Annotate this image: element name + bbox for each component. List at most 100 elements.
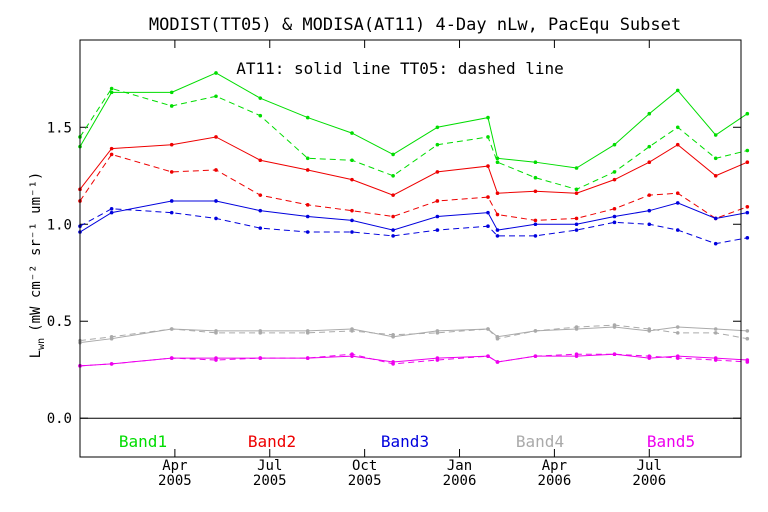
series-band3-dashed-point bbox=[391, 234, 395, 238]
series-band3-solid-point bbox=[214, 199, 218, 203]
series-band2-solid-point bbox=[169, 142, 174, 147]
series-band5-solid-point bbox=[169, 356, 174, 360]
series-band1-solid-point bbox=[713, 133, 718, 137]
series-band1-solid-point bbox=[745, 111, 750, 116]
series-band2-dashed-point bbox=[612, 206, 617, 211]
series-band2-solid-point bbox=[745, 160, 750, 164]
series-band1-dashed-point bbox=[109, 86, 114, 91]
x-tick-month: Jan bbox=[447, 458, 472, 474]
series-band3-solid-point bbox=[169, 199, 174, 203]
series-band4-solid-point bbox=[305, 329, 310, 333]
series-band3-solid-point bbox=[486, 210, 490, 215]
series-band1-dashed-point bbox=[169, 104, 174, 108]
x-tick-month: Apr bbox=[542, 458, 567, 474]
series-band3-dashed-point bbox=[169, 210, 174, 215]
legend-band1: Band1 bbox=[119, 432, 167, 451]
series-band2-dashed-point bbox=[109, 152, 114, 157]
series-band3-dashed-point bbox=[258, 226, 263, 230]
series-band3-solid-point bbox=[109, 210, 114, 215]
series-band5-solid-point bbox=[486, 354, 490, 358]
series-band1-dashed-point bbox=[258, 113, 263, 118]
series-band4-solid-point bbox=[574, 327, 579, 331]
series-band3-solid-point bbox=[647, 208, 652, 213]
series-band3-dashed-point bbox=[109, 206, 114, 211]
x-tick-month: Oct bbox=[352, 458, 377, 474]
series-band3-dashed-point bbox=[612, 220, 617, 225]
series-band4-dashed-point bbox=[713, 331, 718, 335]
series-band5-solid-point bbox=[391, 360, 395, 364]
series-band2-solid-point bbox=[612, 177, 617, 182]
series-band4-solid-point bbox=[533, 329, 538, 333]
series-band2-solid-point bbox=[574, 191, 579, 196]
series-band4-solid-point bbox=[214, 329, 218, 333]
x-tick-year: 2006 bbox=[632, 473, 666, 489]
y-axis-label-units: (mW cm⁻² sr⁻¹ um⁻¹) bbox=[28, 172, 44, 332]
series-band1-dashed-point bbox=[533, 175, 538, 180]
series-band1-solid-point bbox=[258, 96, 263, 100]
series-band2-dashed-point bbox=[305, 203, 310, 207]
series-band2-solid-point bbox=[305, 168, 310, 172]
chart-annotation: AT11: solid line TT05: dashed line bbox=[236, 59, 564, 78]
series-band1-solid-point bbox=[495, 156, 500, 161]
series-band1-dashed-point bbox=[713, 156, 718, 161]
series-band1-solid-point bbox=[169, 90, 174, 95]
series-band1-dashed-point bbox=[574, 187, 579, 192]
x-tick-year: 2005 bbox=[348, 473, 382, 489]
series-band3-dashed-point bbox=[745, 236, 750, 240]
series-band2-dashed-point bbox=[214, 168, 218, 172]
x-tick-month: Jul bbox=[637, 458, 662, 474]
series-band3-dashed-point bbox=[350, 230, 354, 234]
series-band4-solid-point bbox=[350, 327, 354, 331]
series-band2-solid-point bbox=[391, 193, 395, 197]
series-band2-dashed-point bbox=[350, 208, 354, 213]
legend-band5: Band5 bbox=[647, 432, 695, 451]
series-band1-dashed-point bbox=[435, 142, 440, 147]
series-band1-solid-point bbox=[647, 111, 652, 116]
series-band3-dashed-point bbox=[533, 234, 538, 238]
series-band4-solid-point bbox=[435, 329, 440, 333]
series-band1-solid-point bbox=[109, 90, 114, 95]
series-band3-solid-point bbox=[305, 214, 310, 219]
series-band2-solid-point bbox=[533, 189, 538, 194]
series-band4-solid-point bbox=[612, 325, 617, 329]
series-band1-dashed-point bbox=[612, 170, 617, 174]
series-band4-solid-point bbox=[495, 334, 500, 339]
series-band1-solid-point bbox=[612, 142, 617, 147]
plot-layer: 0.00.51.01.5Apr2005Jul2005Oct2005Jan2006… bbox=[47, 40, 750, 489]
series-band3-solid-point bbox=[745, 210, 750, 215]
series-band4-solid-point bbox=[169, 327, 174, 331]
series-band1-dashed-point bbox=[214, 94, 218, 99]
series-band2-solid-point bbox=[109, 146, 114, 151]
series-band3-dashed-point bbox=[486, 224, 490, 228]
series-band3-solid-point bbox=[350, 218, 354, 223]
series-band4-solid-point bbox=[258, 329, 263, 333]
series-band1-dashed-point bbox=[486, 135, 490, 139]
y-axis-label: Lwn (mW cm⁻² sr⁻¹ um⁻¹) bbox=[28, 172, 47, 359]
series-band1-solid-point bbox=[675, 88, 680, 93]
series-band5-solid-point bbox=[214, 356, 218, 360]
series-band5-solid-point bbox=[574, 354, 579, 358]
series-band2-solid-point bbox=[350, 177, 354, 182]
series-band3-dashed-point bbox=[435, 228, 440, 232]
series-band5-solid-point bbox=[258, 356, 263, 360]
series-band3-solid-point bbox=[574, 222, 579, 227]
series-band3-dashed-point bbox=[574, 228, 579, 232]
series-band3-solid-line bbox=[79, 200, 748, 233]
series-band4-solid-point bbox=[713, 327, 718, 331]
x-tick-year: 2005 bbox=[253, 473, 287, 489]
series-band5-solid-point bbox=[305, 356, 310, 360]
series-band1-dashed-point bbox=[391, 173, 395, 178]
series-band1-dashed-point bbox=[305, 156, 310, 161]
series-band4-solid-line bbox=[79, 326, 748, 344]
series-band4-solid-point bbox=[486, 327, 490, 331]
series-band3-solid-point bbox=[391, 228, 395, 232]
series-band5-solid-point bbox=[745, 358, 750, 362]
series-band5-solid-point bbox=[647, 356, 652, 360]
series-band2-dashed-point bbox=[486, 195, 490, 199]
series-band2-dashed-point bbox=[391, 214, 395, 219]
series-band3-solid-point bbox=[258, 208, 263, 213]
y-tick-label: 1.0 bbox=[47, 217, 72, 233]
series-band2-dashed-point bbox=[435, 199, 440, 203]
series-band2-solid-point bbox=[214, 135, 218, 139]
